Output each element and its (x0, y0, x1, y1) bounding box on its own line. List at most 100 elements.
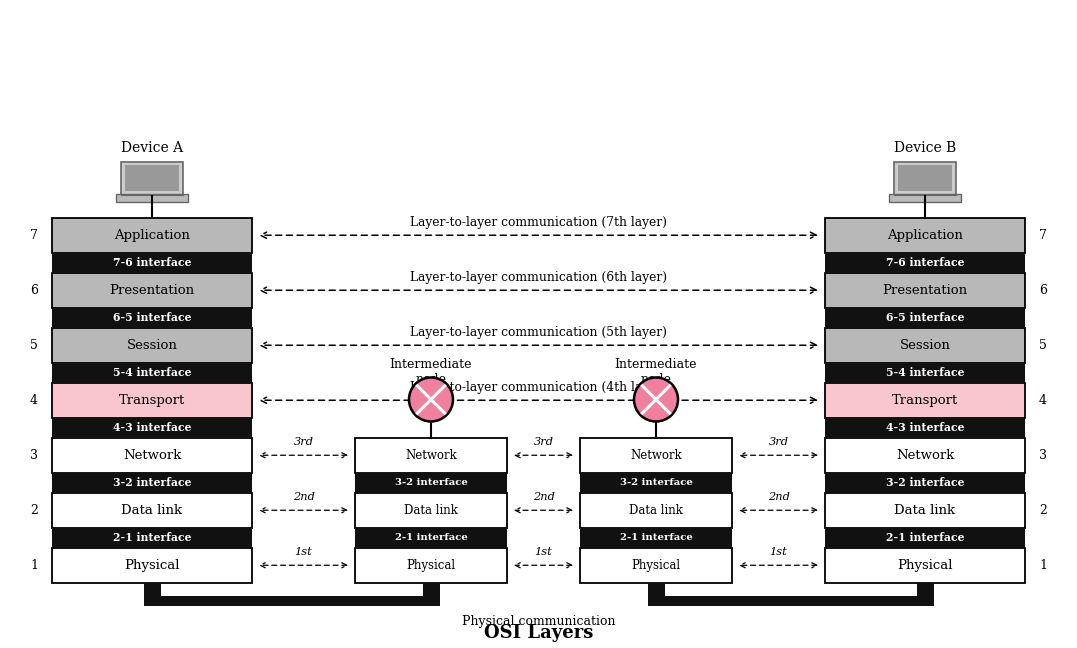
Bar (355, 437, 507, 473)
Text: Data link: Data link (404, 503, 458, 516)
Bar (355, 492, 507, 528)
Circle shape (634, 378, 679, 421)
Text: Session: Session (127, 339, 178, 352)
Text: 1st: 1st (770, 548, 787, 557)
Text: Transport: Transport (118, 394, 185, 407)
Text: 6: 6 (1039, 284, 1047, 297)
Text: 3: 3 (1039, 449, 1047, 462)
Text: Network: Network (896, 449, 954, 462)
Bar (825, 253, 1025, 273)
Bar (917, 583, 934, 606)
Bar (825, 528, 1025, 548)
Text: Presentation: Presentation (110, 284, 195, 297)
Text: Physical: Physical (897, 559, 953, 572)
Text: 7: 7 (30, 229, 38, 242)
Bar (894, 163, 956, 194)
Bar (52, 382, 252, 418)
Text: 2: 2 (30, 503, 38, 516)
Text: 4-3 interface: 4-3 interface (113, 422, 192, 434)
Text: 4: 4 (30, 394, 38, 407)
Bar (581, 528, 732, 548)
Text: 4: 4 (1039, 394, 1047, 407)
Bar (143, 583, 160, 606)
Text: 3-2 interface: 3-2 interface (885, 477, 964, 488)
Bar (52, 492, 252, 528)
Text: Data link: Data link (894, 503, 955, 516)
Bar (52, 473, 252, 492)
Text: 3rd: 3rd (533, 437, 554, 447)
Text: Layer-to-layer communication (4th layer): Layer-to-layer communication (4th layer) (410, 381, 667, 394)
Text: 1st: 1st (295, 548, 312, 557)
Bar (52, 273, 252, 308)
Text: 3-2 interface: 3-2 interface (113, 477, 192, 488)
Bar (116, 194, 187, 202)
Text: 2nd: 2nd (768, 492, 789, 502)
Text: Application: Application (114, 229, 190, 242)
Text: 7-6 interface: 7-6 interface (885, 257, 964, 268)
Bar (52, 218, 252, 253)
Bar (52, 327, 252, 363)
Bar (825, 492, 1025, 528)
Text: 2nd: 2nd (532, 492, 555, 502)
Bar (52, 528, 252, 548)
Text: 3-2 interface: 3-2 interface (394, 478, 467, 487)
Bar (355, 528, 507, 548)
Text: Layer-to-layer communication (5th layer): Layer-to-layer communication (5th layer) (410, 326, 667, 339)
Circle shape (409, 378, 453, 421)
Bar (825, 308, 1025, 327)
Text: 3: 3 (30, 449, 38, 462)
Bar (825, 327, 1025, 363)
Text: Session: Session (899, 339, 950, 352)
Text: Layer-to-layer communication (6th layer): Layer-to-layer communication (6th layer) (410, 271, 667, 284)
Text: 1: 1 (1039, 559, 1047, 572)
Bar (52, 418, 252, 437)
Bar (898, 165, 952, 191)
Text: 6: 6 (30, 284, 38, 297)
Bar (825, 437, 1025, 473)
Text: 1: 1 (30, 559, 38, 572)
Text: 5-4 interface: 5-4 interface (885, 367, 964, 378)
Bar (825, 418, 1025, 437)
Text: Network: Network (630, 449, 682, 462)
Bar (355, 473, 507, 492)
Bar (581, 492, 732, 528)
Bar (52, 363, 252, 382)
Bar (125, 165, 179, 191)
Text: 1st: 1st (534, 548, 553, 557)
Bar (647, 596, 934, 606)
Text: Intermediate
node: Intermediate node (390, 358, 472, 386)
Bar (581, 437, 732, 473)
Text: Physical communication: Physical communication (462, 615, 615, 628)
Text: Layer-to-layer communication (7th layer): Layer-to-layer communication (7th layer) (410, 216, 667, 229)
Text: Physical: Physical (631, 559, 681, 572)
Text: 3-2 interface: 3-2 interface (619, 478, 693, 487)
Bar (890, 194, 961, 202)
Text: 2: 2 (1039, 503, 1047, 516)
Text: OSI Layers: OSI Layers (484, 624, 593, 642)
Text: 6-5 interface: 6-5 interface (113, 312, 192, 323)
Text: 7: 7 (1039, 229, 1047, 242)
Text: 2-1 interface: 2-1 interface (394, 533, 467, 542)
Text: 5: 5 (1039, 339, 1047, 352)
Bar (355, 548, 507, 583)
Text: 2-1 interface: 2-1 interface (885, 532, 964, 543)
Text: 3rd: 3rd (769, 437, 788, 447)
Text: 5: 5 (30, 339, 38, 352)
Text: Intermediate
node: Intermediate node (615, 358, 697, 386)
Text: Network: Network (405, 449, 457, 462)
Text: Application: Application (887, 229, 963, 242)
Text: Data link: Data link (122, 503, 183, 516)
Bar (121, 163, 183, 194)
Text: Network: Network (123, 449, 181, 462)
Bar (422, 583, 439, 606)
Text: Presentation: Presentation (882, 284, 967, 297)
Bar (825, 548, 1025, 583)
Bar (52, 548, 252, 583)
Bar (143, 596, 439, 606)
Bar (52, 308, 252, 327)
Bar (52, 253, 252, 273)
Bar (647, 583, 665, 606)
Bar (825, 273, 1025, 308)
Text: 2nd: 2nd (293, 492, 314, 502)
Text: Physical: Physical (406, 559, 456, 572)
